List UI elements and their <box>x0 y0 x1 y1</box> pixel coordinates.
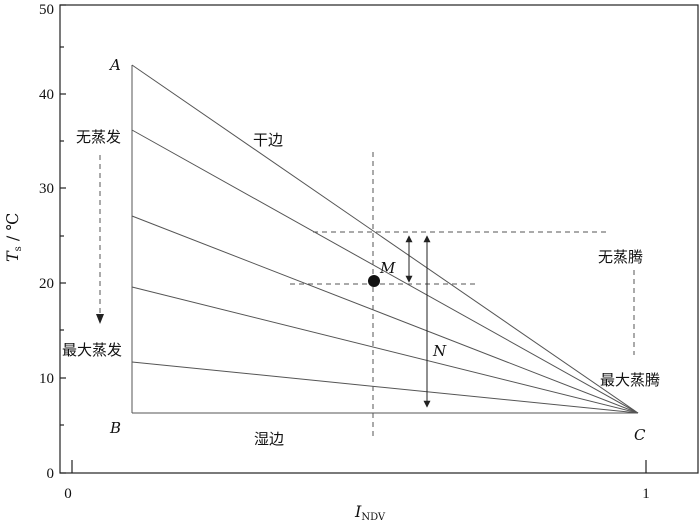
y-tick-30: 30 <box>39 181 54 197</box>
x-tick-0: 0 <box>64 486 72 502</box>
y-tick-10: 10 <box>39 371 54 387</box>
point-m-label: M <box>379 259 396 277</box>
y-axis-ticks <box>60 4 66 474</box>
no-transpiration-label: 无蒸腾 <box>598 248 643 266</box>
x-axis-label: INDV <box>354 502 386 521</box>
max-transpiration-label: 最大蒸腾 <box>600 371 660 389</box>
max-evaporation-label: 最大蒸发 <box>62 341 122 359</box>
x-axis-ticks <box>71 460 647 473</box>
isoline-4 <box>131 361 639 414</box>
isoline-1 <box>131 129 639 414</box>
isoline-3 <box>131 286 639 414</box>
y-tick-20: 20 <box>39 276 54 292</box>
x-tick-1: 1 <box>642 486 650 502</box>
point-a-label: A <box>108 56 121 74</box>
point-m-marker <box>368 275 380 287</box>
no-evaporation-label: 无蒸发 <box>76 128 121 146</box>
y-tick-0: 0 <box>47 466 55 482</box>
dry-edge-label: 干边 <box>253 131 283 149</box>
isoline-2 <box>131 215 639 414</box>
evaporation-arrow-head <box>96 314 104 324</box>
point-b-label: B <box>109 419 121 437</box>
x-tick-labels: 0 1 <box>64 486 650 502</box>
dry-edge-line <box>131 64 639 414</box>
y-tick-50: 50 <box>39 2 54 18</box>
n-label: N <box>432 342 447 360</box>
point-c-label: C <box>634 426 646 444</box>
plot-frame <box>59 4 699 474</box>
wet-edge-label: 湿边 <box>254 430 284 448</box>
y-tick-40: 40 <box>39 87 54 103</box>
y-axis-label: Ts / ℃ <box>3 213 24 262</box>
y-tick-labels: 0 10 20 30 40 50 <box>39 2 54 482</box>
